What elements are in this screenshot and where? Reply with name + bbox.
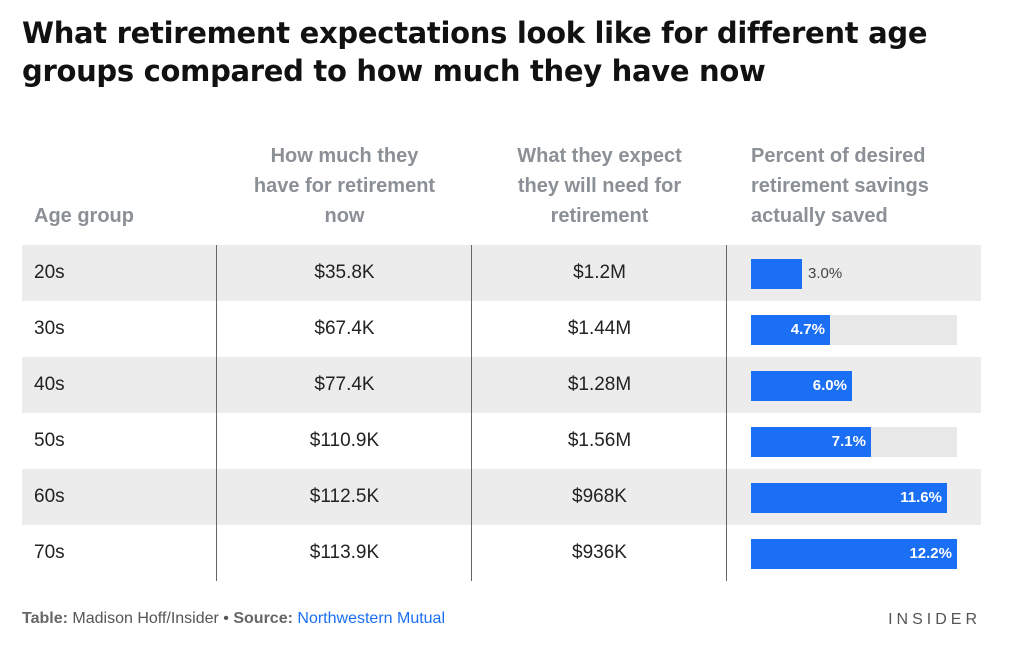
cell-have-now: $67.4K <box>314 318 375 339</box>
cell-expect-need: $1.44M <box>567 318 632 339</box>
chart-title: What retirement expectations look like f… <box>22 16 928 88</box>
cell-expect-need: $1.2M <box>573 262 626 283</box>
cell-expect-need: $968K <box>572 486 627 507</box>
bar-track: 11.6% <box>751 483 957 513</box>
bar-value-label: 6.0% <box>812 377 847 394</box>
table-row: 70s $113.9K $936K 12.2% <box>22 525 981 581</box>
bar-track: 4.7% <box>751 315 957 345</box>
table-row: 30s $67.4K $1.44M 4.7% <box>22 301 981 357</box>
header-pct-line-2: retirement savings <box>751 175 929 197</box>
bar-track: 6.0% <box>751 371 957 401</box>
bar-percent-saved <box>751 483 947 513</box>
cell-have-now: $113.9K <box>309 542 380 563</box>
cell-age-group: 20s <box>34 262 65 283</box>
footer-credits: Table: Madison Hoff/Insider • Source: No… <box>22 610 445 628</box>
cell-age-group: 40s <box>34 374 65 395</box>
bar-track: 7.1% <box>751 427 957 457</box>
cell-expect-need: $936K <box>572 542 627 563</box>
column-divider <box>471 245 472 581</box>
header-percent-saved: Percent of desired retirement savings ac… <box>751 141 929 231</box>
cell-expect-need: $1.56M <box>567 430 632 451</box>
header-have-line-2: have for retirement <box>253 175 436 197</box>
footer-table-label: Table: <box>22 610 68 627</box>
table-row: 20s $35.8K $1.2M 3.0% <box>22 245 981 301</box>
bar-value-label: 11.6% <box>900 489 942 506</box>
bar-track: 3.0% <box>751 259 957 289</box>
header-need-line-2: they will need for <box>517 175 682 197</box>
cell-have-now: $77.4K <box>314 374 375 395</box>
bar-percent-saved <box>751 427 871 457</box>
cell-have-now: $112.5K <box>309 486 380 507</box>
cell-have-now: $110.9K <box>309 430 380 451</box>
header-expect-need: What they expect they will need for reti… <box>472 141 727 231</box>
bar-percent-saved <box>751 371 852 401</box>
table-row: 60s $112.5K $968K 11.6% <box>22 469 981 525</box>
bar-value-label: 7.1% <box>831 433 866 450</box>
data-table: 20s $35.8K $1.2M 3.0% 30s $67.4K $1.44M 4.7% 40s… <box>22 245 981 581</box>
bar-percent-saved <box>751 315 830 345</box>
table-row: 40s $77.4K $1.28M 6.0% <box>22 357 981 413</box>
bar-value-label: 3.0% <box>808 265 843 282</box>
cell-age-group: 30s <box>34 318 65 339</box>
footer-separator: • <box>223 610 229 627</box>
bar-value-label: 12.2% <box>909 545 952 562</box>
bar-percent-saved <box>751 259 802 289</box>
header-have-line-1: How much they <box>270 145 419 167</box>
cell-expect-need: $1.28M <box>567 374 632 395</box>
insider-logo: INSIDER <box>888 611 981 628</box>
header-have-line-3: now <box>324 205 365 227</box>
cell-have-now: $35.8K <box>314 262 375 283</box>
header-pct-line-1: Percent of desired <box>751 145 926 167</box>
cell-age-group: 70s <box>34 542 65 563</box>
header-need-line-1: What they expect <box>517 145 682 167</box>
footer-source-label: Source: <box>233 610 293 627</box>
cell-age-group: 60s <box>34 486 65 507</box>
header-age-group: Age group <box>34 205 134 227</box>
column-divider <box>726 245 727 581</box>
bar-track: 12.2% <box>751 539 957 569</box>
header-pct-line-3: actually saved <box>751 205 888 227</box>
table-row: 50s $110.9K $1.56M 7.1% <box>22 413 981 469</box>
header-need-line-3: retirement <box>550 205 649 227</box>
column-divider <box>216 245 217 581</box>
cell-age-group: 50s <box>34 430 65 451</box>
bar-percent-saved <box>751 539 957 569</box>
header-have-now: How much they have for retirement now <box>217 141 472 231</box>
footer-source-link[interactable]: Northwestern Mutual <box>297 610 446 627</box>
footer-table-author: Madison Hoff/Insider <box>72 610 219 627</box>
bar-value-label: 4.7% <box>790 321 825 338</box>
